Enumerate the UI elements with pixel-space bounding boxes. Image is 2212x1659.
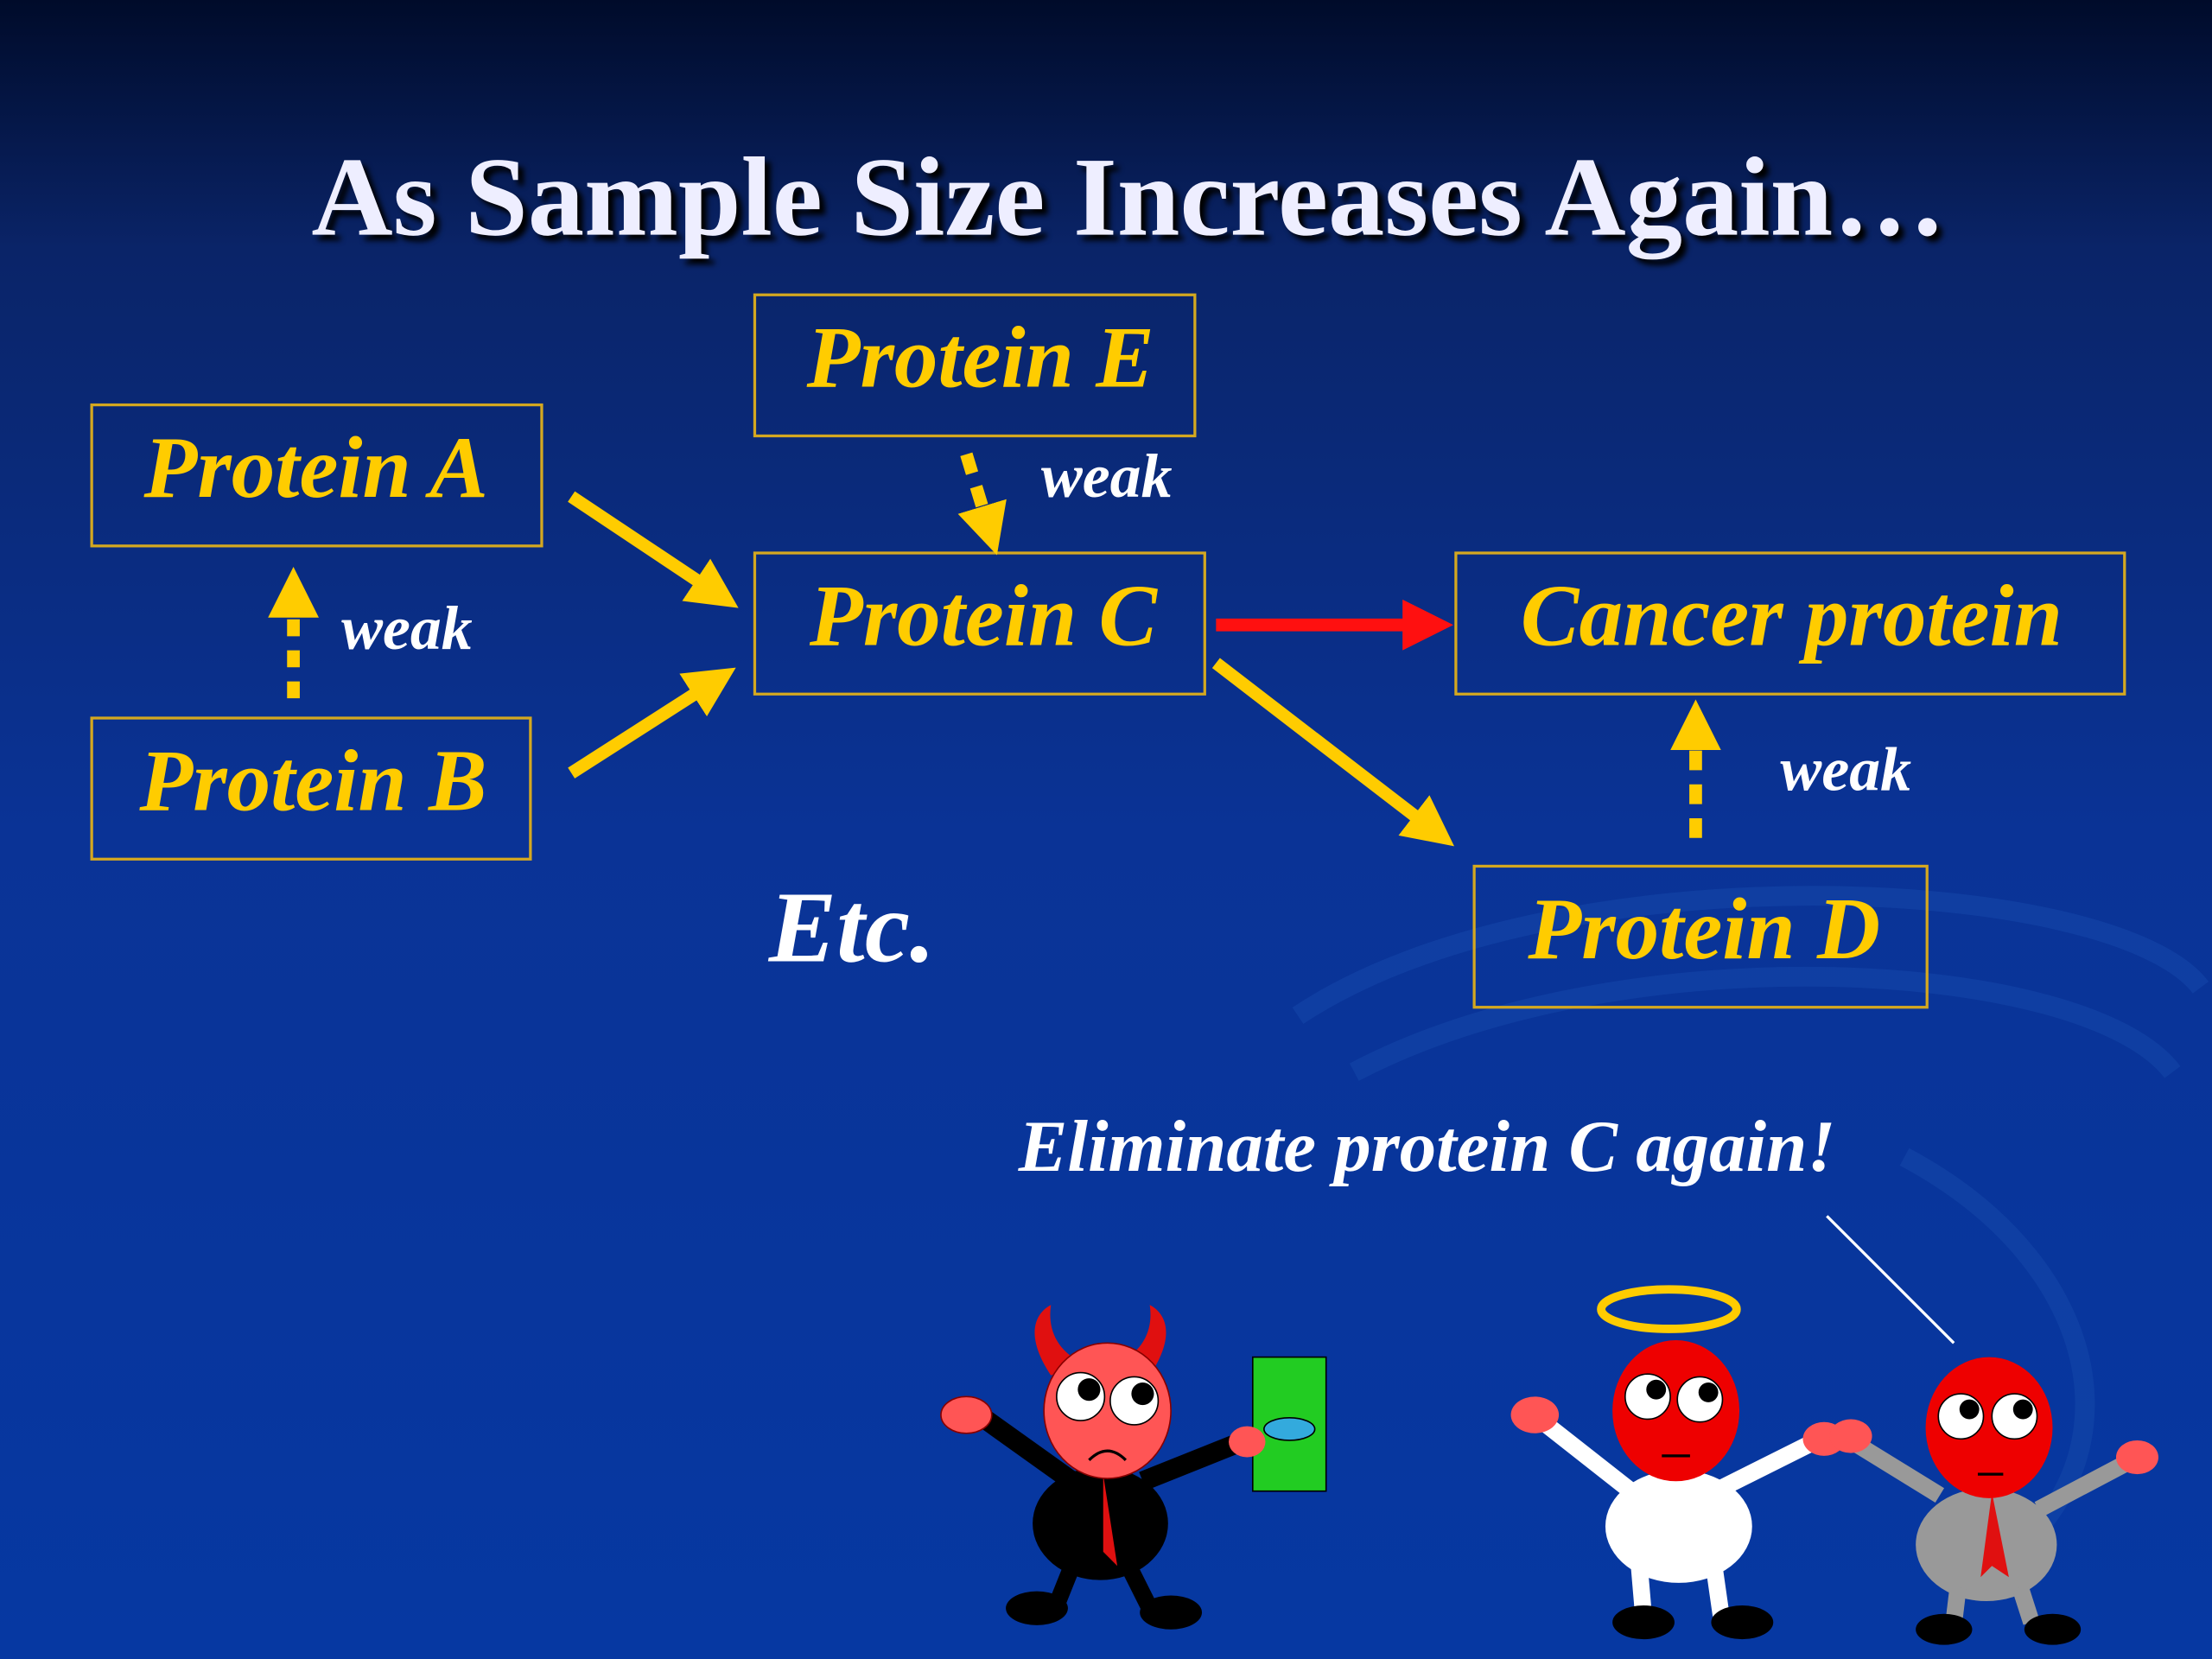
slide-title: As Sample Size Increases Again… bbox=[311, 136, 1945, 260]
node-label: Cancer protein bbox=[1521, 567, 2063, 664]
dashed-arrow bbox=[957, 452, 1007, 556]
caption: Eliminate protein C again! bbox=[1018, 1106, 1836, 1187]
arrows bbox=[268, 452, 1721, 847]
grey-figure bbox=[1829, 1357, 2158, 1645]
node-label: Protein D bbox=[1527, 880, 1880, 977]
node-box bbox=[90, 403, 543, 548]
devil-figure bbox=[940, 1305, 1327, 1630]
edge-label: weak bbox=[1780, 734, 1911, 804]
arrow bbox=[1211, 658, 1455, 847]
angel-figure bbox=[1510, 1285, 1846, 1640]
node-label: Protein E bbox=[806, 309, 1154, 406]
edge-label: weak bbox=[1041, 442, 1173, 511]
node-label: Protein B bbox=[138, 733, 486, 830]
edge-label: weak bbox=[341, 594, 473, 663]
node-label: Protein C bbox=[809, 567, 1159, 664]
arrow bbox=[568, 491, 739, 608]
node-label: Protein A bbox=[143, 419, 488, 516]
etc-note: Etc. bbox=[768, 872, 936, 984]
arrow bbox=[568, 667, 736, 779]
caption-pointer bbox=[1826, 1215, 1955, 1344]
node-box bbox=[753, 293, 1197, 438]
node-box bbox=[1472, 864, 1929, 1009]
node-box bbox=[1454, 551, 2126, 696]
node-box bbox=[90, 716, 532, 861]
